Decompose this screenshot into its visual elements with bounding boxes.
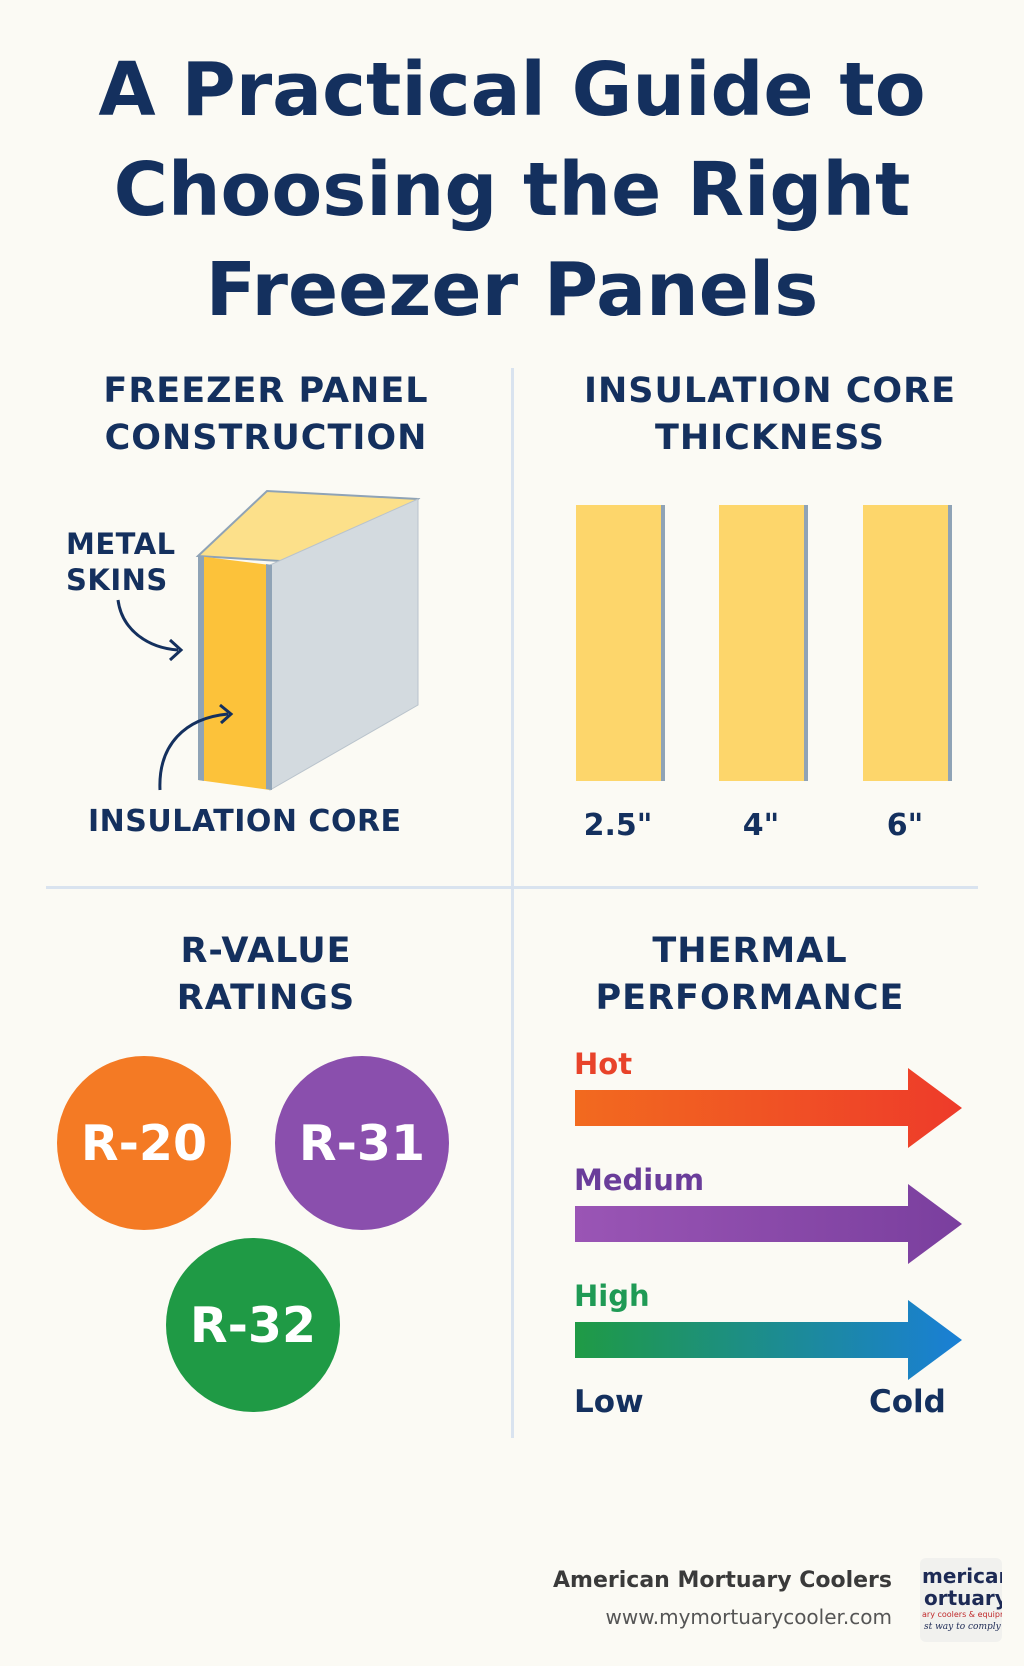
scale-cold-label: Cold [869,1384,946,1420]
r31-badge: R-31 [275,1056,449,1230]
construction-heading-line-2: CONSTRUCTION [104,418,428,458]
metal-skins-line-1: METAL [66,527,176,561]
thickness-heading: INSULATION CORE THICKNESS [540,368,1000,462]
logo-line-2: ortuary [924,1586,1002,1610]
thermal-arrow-hot [575,1068,962,1148]
thickness-panel-edge [660,505,665,781]
metal-skins-line-2: SKINS [66,563,168,597]
logo-line-1: merican [922,1564,1002,1588]
page-title: A Practical Guide to Choosing the Right … [0,40,1024,340]
logo-line-3: ary coolers & equipment [922,1610,1002,1619]
horizontal-divider [46,886,978,889]
thermal-label-medium: Medium [574,1163,705,1197]
construction-heading-line-1: FREEZER PANEL [103,371,429,411]
thermal-heading: THERMAL PERFORMANCE [540,928,960,1022]
rvalue-heading: R-VALUE RATINGS [46,928,486,1022]
thickness-heading-line-2: THICKNESS [654,418,886,458]
thermal-arrow-medium [575,1184,962,1264]
title-line-2: Choosing the Right [113,147,911,233]
thickness-label-2: 4" [742,808,780,843]
thickness-heading-line-1: INSULATION CORE [583,371,957,411]
insulation-core-label: INSULATION CORE [88,804,402,839]
thermal-heading-line-2: PERFORMANCE [595,978,905,1018]
vertical-divider [511,368,514,1438]
rvalue-heading-line-2: RATINGS [176,978,356,1018]
thickness-panel-1 [576,505,665,781]
thickness-panel-face [863,505,948,781]
thickness-panel-2 [719,505,808,781]
footer-company-name: American Mortuary Coolers [553,1568,892,1593]
thermal-label-high: High [574,1279,650,1313]
construction-heading: FREEZER PANEL CONSTRUCTION [46,368,486,462]
panel-block [195,489,421,791]
thickness-label-3: 6" [886,808,924,843]
thickness-panel-edge [803,505,808,781]
metal-skins-arrow [116,599,179,652]
thickness-panel-face [719,505,804,781]
logo-line-4: st way to comply [924,1622,1001,1632]
metal-skins-arrowhead [168,638,184,662]
thickness-label-1: 2.5" [583,808,653,843]
thickness-panels [576,505,952,781]
r32-badge: R-32 [166,1238,340,1412]
thermal-heading-line-1: THERMAL [652,931,848,971]
thickness-panel-face [576,505,661,781]
metal-skins-label: METAL SKINS [66,526,176,598]
panel-skin-edge [198,556,204,781]
r20-badge: R-20 [57,1056,231,1230]
thickness-panel-3 [863,505,952,781]
title-line-3: Freezer Panels [205,247,819,333]
rvalue-heading-line-1: R-VALUE [180,931,352,971]
insulation-core-arrow [158,712,229,791]
company-logo: merican ortuary ary coolers & equipment … [920,1558,1002,1642]
panel-core-skin-edge [266,564,272,790]
thermal-arrows [575,1068,962,1380]
panel-core-face [198,556,270,790]
thermal-label-hot: Hot [574,1047,633,1081]
thermal-arrow-high [575,1300,962,1380]
footer-url[interactable]: www.mymortuarycooler.com [605,1605,892,1629]
scale-low-label: Low [574,1384,644,1420]
thickness-panel-edge [947,505,952,781]
insulation-core-arrowhead [219,703,234,725]
title-line-1: A Practical Guide to [98,47,926,133]
